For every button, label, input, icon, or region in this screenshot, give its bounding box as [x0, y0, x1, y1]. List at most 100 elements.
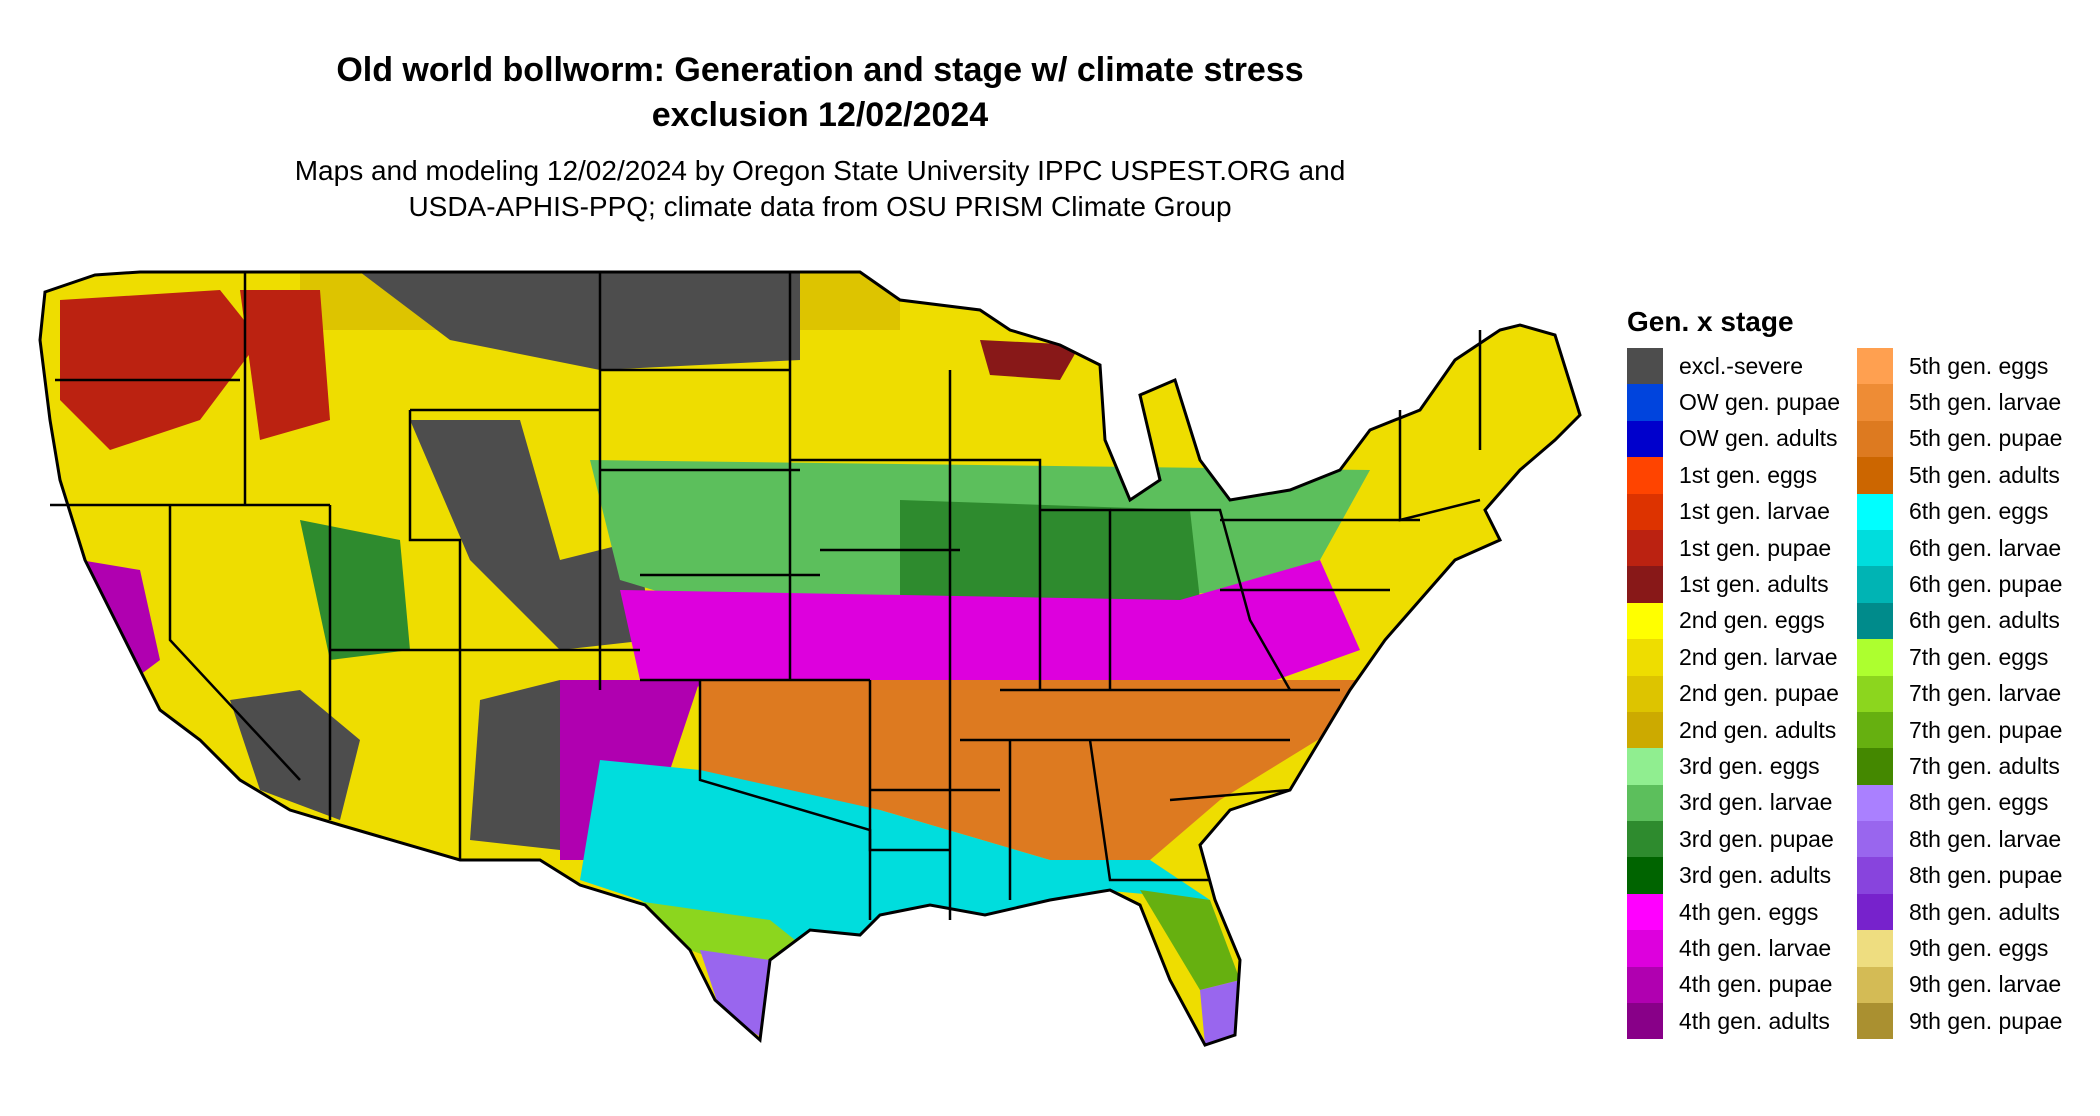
legend-label: 4th gen. pupae: [1679, 971, 1833, 998]
zone-7th-gen-pupae-florida: [1140, 890, 1240, 990]
legend-title: Gen. x stage: [1627, 306, 1794, 337]
legend-swatch: [1627, 493, 1663, 530]
legend-swatch: [1857, 1003, 1893, 1040]
zone-excl-severe-rockies: [410, 420, 650, 650]
legend-item: 7th gen. adults: [1857, 748, 2062, 785]
legend-item: 9th gen. pupae: [1857, 1003, 2062, 1040]
legend-swatch: [1627, 529, 1663, 567]
zone-8th-gen-larvae-texas: [700, 950, 770, 1040]
subtitle-line-2: USDA-APHIS-PPQ; climate data from OSU PR…: [408, 191, 1232, 222]
alabama-georgia-florida: [1088, 739, 1210, 882]
legend-swatch: [1627, 966, 1663, 1004]
legend-swatch: [1857, 966, 1893, 1004]
legend-swatch: [1857, 930, 1893, 967]
legend-item: 4th gen. pupae: [1627, 966, 1840, 1004]
legend-swatch: [1627, 602, 1663, 640]
legend-swatch: [1627, 1003, 1663, 1040]
map-title: Old world bollworm: Generation and stage…: [160, 48, 1480, 138]
legend-label: 2nd gen. larvae: [1679, 643, 1838, 670]
legend-label: 5th gen. pupae: [1909, 425, 2063, 452]
legend-item: 1st gen. adults: [1627, 566, 1840, 603]
legend-label: 8th gen. eggs: [1909, 789, 2049, 816]
legend-item: 2nd gen. pupae: [1627, 675, 1840, 712]
legend-label: 2nd gen. pupae: [1679, 680, 1839, 707]
legend-item: 6th gen. larvae: [1857, 529, 2062, 567]
legend-label: 5th gen. eggs: [1909, 352, 2049, 379]
legend-label: 8th gen. larvae: [1909, 825, 2062, 852]
legend-swatch: [1857, 602, 1893, 640]
legend-label: OW gen. adults: [1679, 425, 1838, 452]
zone-4th-gen-larvae: [620, 560, 1360, 700]
legend-item: 7th gen. eggs: [1857, 639, 2062, 676]
zone-1st-gen-pupae-northwest: [60, 290, 260, 450]
zone-6th-gen-larvae: [580, 760, 1210, 955]
legend-label: 7th gen. pupae: [1909, 716, 2063, 743]
legend-swatch: [1857, 893, 1893, 931]
legend-swatch: [1627, 566, 1663, 603]
zone-8th-gen-larvae-florida: [1200, 980, 1240, 1045]
legend-label: 6th gen. eggs: [1909, 498, 2049, 525]
legend-item: 4th gen. larvae: [1627, 930, 1840, 967]
title-line-2: exclusion 12/02/2024: [651, 96, 989, 134]
legend-swatch: [1627, 748, 1663, 785]
zone-1st-gen-pupae-idaho: [240, 290, 330, 440]
legend-item: 8th gen. pupae: [1857, 857, 2062, 894]
legend-label: 5th gen. larvae: [1909, 389, 2062, 416]
legend-item: excl.-severe: [1627, 348, 1840, 385]
legend-item: 7th gen. larvae: [1857, 675, 2062, 712]
legend-column-1: excl.-severe OW gen. pupae OW gen. adults 1…: [1627, 348, 1840, 1040]
legend-label: 1st gen. adults: [1679, 571, 1829, 598]
legend-item: 9th gen. eggs: [1857, 930, 2062, 967]
map-subtitle: Maps and modeling 12/02/2024 by Oregon S…: [160, 153, 1480, 225]
legend-item: 2nd gen. adults: [1627, 711, 1840, 749]
state-boundaries: [50, 272, 1482, 920]
legend-swatch: [1857, 821, 1893, 858]
legend-swatch: [1627, 893, 1663, 931]
legend-label: 3rd gen. pupae: [1679, 825, 1834, 852]
legend-item: 5th gen. adults: [1857, 457, 2062, 494]
legend-swatch: [1857, 675, 1893, 712]
legend-swatch: [1857, 420, 1893, 458]
legend-swatch: [1857, 566, 1893, 603]
zone-3rd-gen-pupae-nevada: [300, 520, 410, 660]
legend-item: 3rd gen. pupae: [1627, 821, 1840, 858]
generation-stage-raster: [40, 272, 1580, 1045]
legend-swatch: [1627, 675, 1663, 712]
legend-swatch: [1857, 784, 1893, 822]
legend-item: 1st gen. pupae: [1627, 529, 1840, 567]
title-line-1: Old world bollworm: Generation and stage…: [336, 51, 1304, 89]
legend-swatch: [1857, 384, 1893, 421]
legend-label: 7th gen. eggs: [1909, 643, 2049, 670]
legend-swatch: [1627, 457, 1663, 494]
legend-item: 1st gen. eggs: [1627, 457, 1840, 494]
legend-item: 5th gen. larvae: [1857, 384, 2062, 421]
legend-item: 5th gen. pupae: [1857, 420, 2063, 458]
legend-label: 6th gen. adults: [1909, 607, 2060, 634]
legend-item: 6th gen. adults: [1857, 602, 2062, 640]
legend-label: 4th gen. adults: [1679, 1007, 1830, 1034]
legend-label: 3rd gen. adults: [1679, 862, 1832, 889]
legend-label: 9th gen. eggs: [1909, 934, 2049, 961]
legend-swatch: [1857, 348, 1893, 385]
legend-swatch: [1857, 639, 1893, 676]
legend-item: 3rd gen. eggs: [1627, 748, 1840, 785]
legend-item: OW gen. pupae: [1627, 384, 1840, 421]
zone-3rd-gen-pupae: [900, 500, 1200, 610]
arkansas-louisiana-west: [868, 680, 950, 852]
legend-swatch: [1857, 493, 1893, 530]
legend-swatch: [1627, 821, 1663, 858]
legend-item: 8th gen. eggs: [1857, 784, 2062, 822]
legend-label: excl.-severe: [1679, 352, 1803, 379]
legend-swatch: [1857, 748, 1893, 785]
legend-item: 8th gen. larvae: [1857, 821, 2062, 858]
legend-item: 2nd gen. eggs: [1627, 602, 1840, 640]
illinois-indiana-border: [960, 458, 1042, 690]
legend-swatch: [1857, 457, 1893, 494]
legend-item: 5th gen. eggs: [1857, 348, 2062, 385]
subtitle-line-1: Maps and modeling 12/02/2024 by Oregon S…: [294, 155, 1346, 186]
legend-label: 2nd gen. eggs: [1679, 607, 1825, 634]
legend-swatch: [1857, 529, 1893, 567]
legend-item: 7th gen. pupae: [1857, 711, 2063, 749]
legend-swatch: [1627, 348, 1663, 385]
legend-label: 2nd gen. adults: [1679, 716, 1837, 743]
